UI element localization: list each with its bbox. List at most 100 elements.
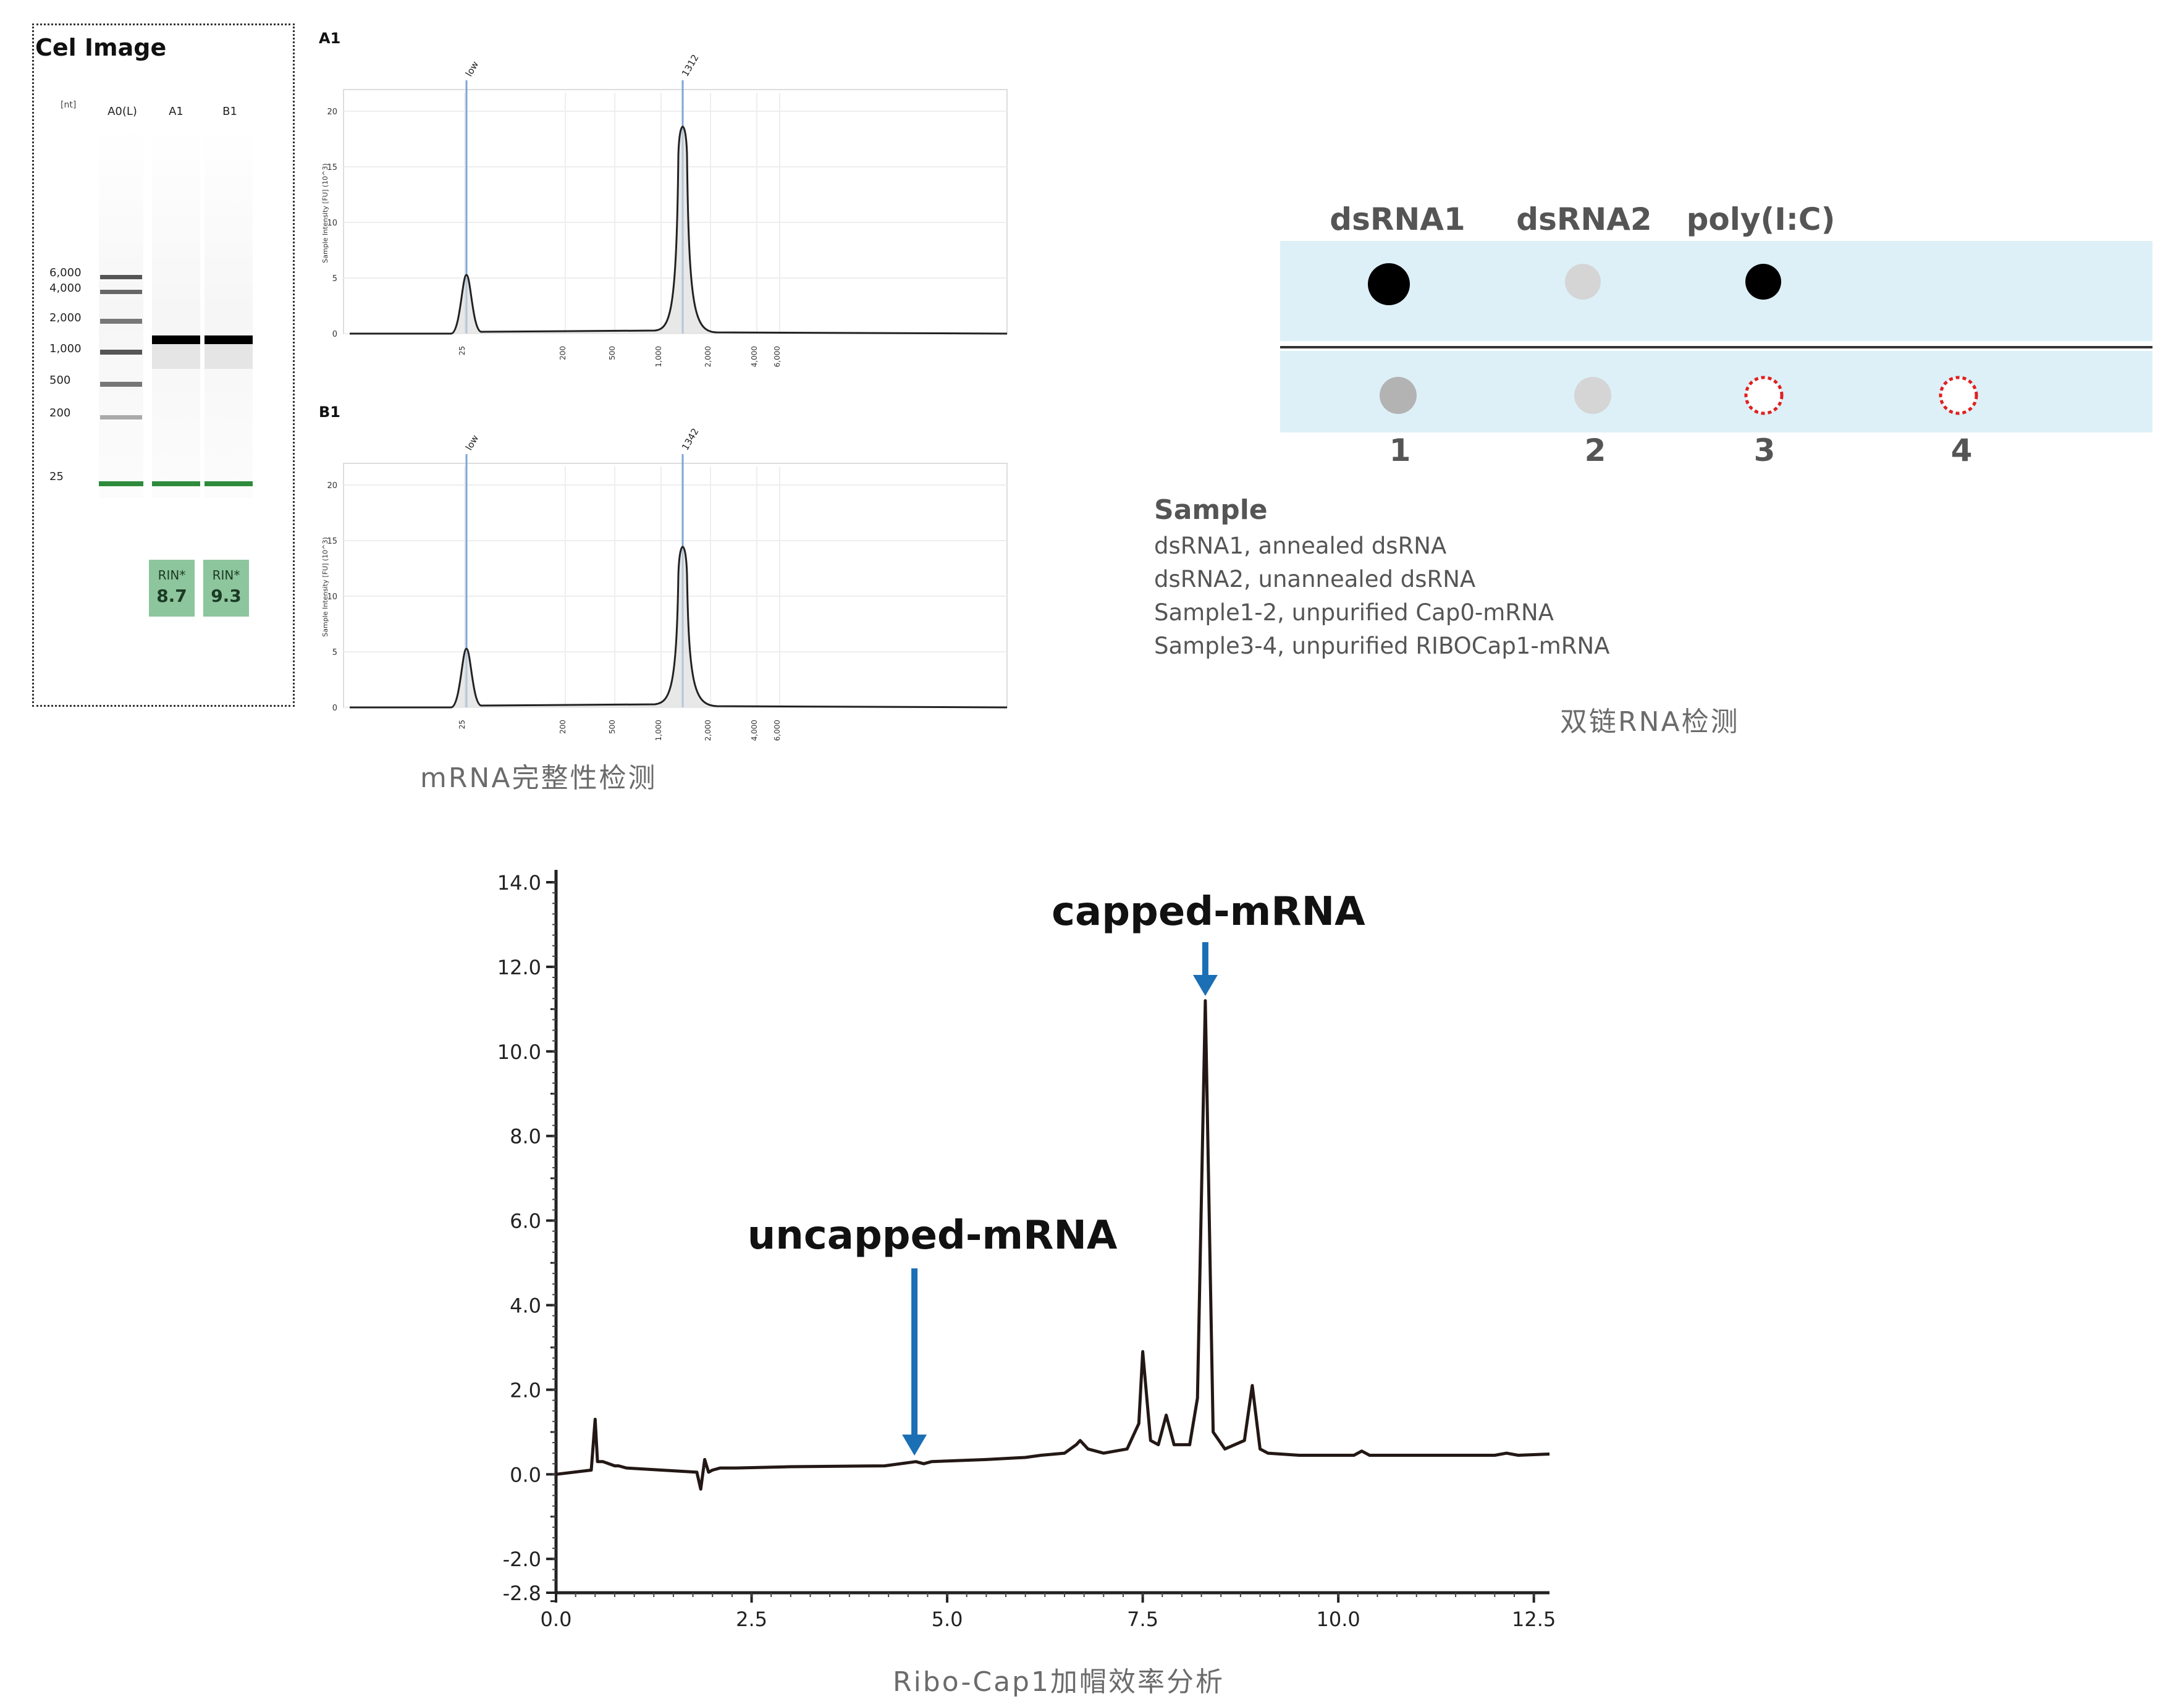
- sample-band-b1: [204, 335, 253, 344]
- y-tick-label: -2.8: [503, 1582, 541, 1605]
- ladder-band: [100, 290, 142, 294]
- dot-row2-1: [1380, 377, 1417, 414]
- x-tick-label: 5.0: [932, 1608, 963, 1631]
- y-tick-label: 4.0: [510, 1294, 541, 1318]
- gel-lane-label-a1: A1: [169, 105, 183, 118]
- arrow-head-uncapped-mrna: [902, 1435, 927, 1456]
- ep-trace: [350, 125, 1008, 335]
- ep-x-tick-label: 2,000: [704, 346, 712, 367]
- sample-legend-line: Sample3-4, unpurified RIBOCap1-mRNA: [1154, 633, 1610, 659]
- ladder-band: [100, 415, 142, 419]
- gel-lane-a1: [152, 127, 200, 498]
- rin-label-b1: RIN*: [213, 568, 240, 583]
- ladder-size-label: 25: [49, 470, 64, 483]
- sample-band-a1: [152, 335, 200, 344]
- ep-x-tick-label: 1,000: [654, 720, 663, 741]
- ep-peak-label-main: 1342: [680, 426, 701, 452]
- ep-trace: [350, 546, 1008, 709]
- ep-x-tick-label: 6,000: [773, 346, 782, 367]
- dot-row2-3: [1744, 376, 1784, 415]
- ep-y-tick-label: 10: [327, 592, 337, 602]
- ep-y-tick-label: 5: [332, 648, 337, 657]
- gel-lane-ladder: [99, 127, 143, 498]
- y-tick-label: 6.0: [510, 1210, 541, 1233]
- y-tick-label: 8.0: [510, 1125, 541, 1149]
- sample-legend: Sample dsRNA1, annealed dsRNA dsRNA2, un…: [1154, 494, 1609, 663]
- capping-caption: Ribo-Cap1加帽效率分析: [893, 1666, 1225, 1698]
- sample-band-b1-smear: [204, 344, 253, 369]
- ep-x-tick-label: 500: [608, 720, 617, 734]
- ep-x-tick-label: 500: [608, 346, 617, 360]
- ladder-size-label: 500: [49, 374, 70, 387]
- ep-peak-label-main: 1312: [680, 53, 701, 78]
- dot-header-dsrna1: dsRNA1: [1330, 201, 1465, 237]
- ladder-size-label: 4,000: [49, 282, 82, 295]
- ep-x-tick-label: 4,000: [750, 720, 759, 741]
- dot-row1-3: [1745, 264, 1781, 300]
- ep-y-axis-label: Sample Intensity [FU] (10^3): [321, 163, 329, 263]
- capping-chart: 14.012.010.08.06.04.02.00.0-2.0-2.80.0 2.…: [497, 870, 1556, 1631]
- ep-y-tick-label: 15: [327, 537, 337, 546]
- dot-row1-2: [1565, 264, 1601, 300]
- sample-number-4: 4: [1951, 432, 1973, 468]
- gel-marker-ladder: [99, 481, 143, 486]
- sample-legend-title: Sample: [1154, 494, 1268, 526]
- gel-marker-a1: [152, 481, 200, 486]
- gel-lane-label-a0: A0(L): [108, 105, 137, 118]
- ladder-band: [100, 382, 142, 387]
- ep-peak-label-low: low: [463, 59, 481, 78]
- sample-legend-line: Sample1-2, unpurified Cap0-mRNA: [1154, 599, 1554, 626]
- gel-lane-label-b1: B1: [222, 105, 237, 118]
- rin-value-b1: 9.3: [211, 586, 242, 606]
- y-tick-label: 14.0: [497, 871, 541, 895]
- electropherogram-panel: A1 0 5 10 15 20 25 200 500 1,000 2,000 4,000 6,000 S…: [319, 30, 1008, 741]
- dot-header-dsrna2: dsRNA2: [1516, 201, 1651, 237]
- x-tick-label: 10.0: [1317, 1608, 1360, 1631]
- sample-number-2: 2: [1585, 432, 1606, 468]
- ep-x-tick-label: 200: [559, 720, 567, 734]
- y-tick-label: 10.0: [497, 1040, 541, 1064]
- ep-x-tick-label: 200: [559, 346, 567, 360]
- ep-y-tick-label: 0: [332, 330, 337, 339]
- electropherogram-a1: A1 0 5 10 15 20 25 200 500 1,000 2,000 4,000 6,000 S…: [319, 30, 1008, 367]
- ep-y-tick-label: 5: [332, 274, 337, 284]
- ep-y-tick-label: 20: [327, 108, 337, 117]
- ep-peak-label-low: low: [463, 433, 481, 452]
- ep-x-tick-label: 6,000: [773, 720, 782, 741]
- ladder-size-label: 6,000: [49, 266, 82, 279]
- ep-x-tick-label: 4,000: [750, 346, 759, 367]
- y-tick-label: 12.0: [497, 956, 541, 979]
- rin-box-b1: [203, 560, 249, 617]
- sample-legend-line: dsRNA1, annealed dsRNA: [1154, 533, 1447, 559]
- rin-box-a1: [149, 560, 195, 617]
- sample-number-1: 1: [1389, 432, 1411, 468]
- ladder-size-label: 2,000: [49, 311, 82, 324]
- gel-title: Cel Image: [35, 34, 167, 61]
- gel-panel: Cel Image: [32, 23, 295, 707]
- ep-x-tick-label: 2,000: [704, 720, 712, 741]
- electropherogram-title: B1: [319, 403, 340, 421]
- ladder-band: [100, 275, 142, 279]
- gel-lane-b1: [204, 127, 253, 498]
- ladder-band: [100, 319, 142, 324]
- electropherogram-title: A1: [319, 30, 340, 47]
- arrow-head-capped-mrna: [1192, 975, 1218, 996]
- y-tick-label: 0.0: [510, 1463, 541, 1486]
- gel-unit-label: [nt]: [61, 100, 76, 110]
- ep-y-tick-label: 10: [327, 219, 337, 228]
- dot-band-top: [1280, 241, 2152, 341]
- dot-header-polyic: poly(I:C): [1687, 201, 1836, 237]
- ep-y-tick-label: 20: [327, 481, 337, 491]
- ladder-size-label: 1,000: [49, 342, 82, 355]
- dot-band-bottom: [1280, 351, 2152, 432]
- ep-x-tick-label: 25: [458, 346, 466, 355]
- dot-blot: dsRNA1 dsRNA2 poly(I:C) 1 2 3 4: [1280, 201, 2152, 468]
- gel-image: [nt] A0(L) A1 B1 6,000 4,000 2,000 1,000…: [49, 100, 253, 617]
- ladder-band: [100, 350, 142, 355]
- sample-band-a1-smear: [152, 344, 200, 369]
- y-tick-label: 2.0: [510, 1378, 541, 1402]
- ep-x-tick-label: 1,000: [654, 346, 663, 367]
- electropherogram-b1: B1 0 5 10 15 20 25 200 500 1,000 2,000 4,000 6,000 S…: [319, 403, 1008, 741]
- x-tick-label: 0.0: [541, 1608, 572, 1631]
- x-tick-label: 2.5: [736, 1608, 767, 1631]
